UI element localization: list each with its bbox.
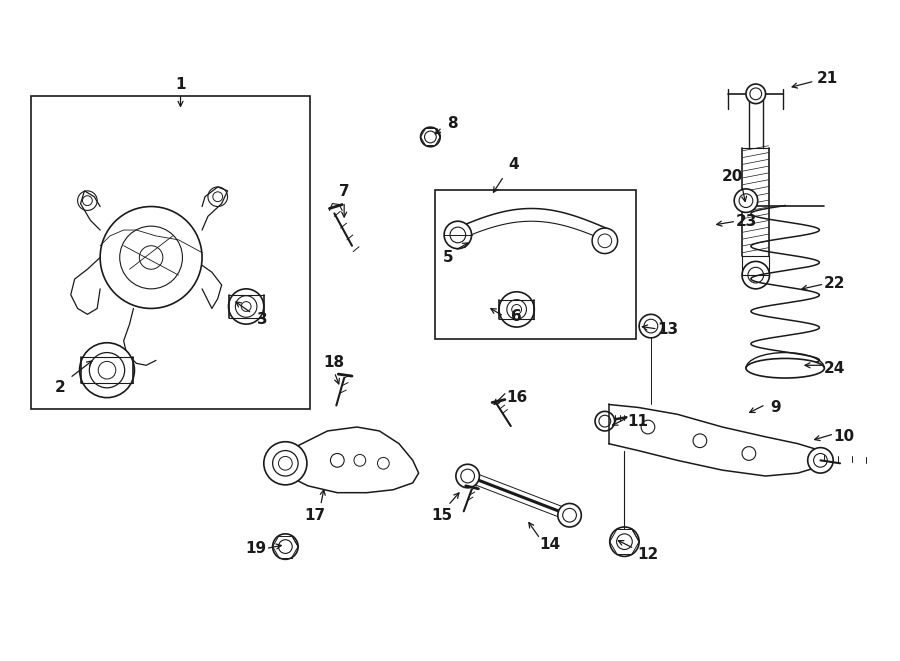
Bar [31, 96, 310, 409]
Text: 15: 15 [432, 508, 453, 523]
Circle shape [444, 221, 472, 249]
Circle shape [746, 84, 766, 104]
Text: 20: 20 [722, 169, 742, 184]
Text: 1: 1 [176, 77, 185, 91]
Circle shape [592, 228, 617, 254]
Text: 8: 8 [446, 116, 457, 131]
Circle shape [229, 289, 264, 324]
Text: 2: 2 [55, 380, 66, 395]
Text: 23: 23 [735, 214, 757, 229]
Text: 10: 10 [833, 430, 854, 444]
Text: 18: 18 [324, 355, 345, 370]
Circle shape [558, 504, 581, 527]
Text: 5: 5 [443, 250, 454, 265]
Circle shape [734, 189, 758, 212]
Ellipse shape [746, 358, 824, 378]
Text: 17: 17 [304, 508, 325, 523]
Text: 16: 16 [506, 390, 527, 405]
Text: 14: 14 [539, 537, 561, 552]
Text: 4: 4 [508, 157, 519, 172]
Circle shape [807, 447, 833, 473]
Text: 6: 6 [511, 309, 522, 324]
Text: 11: 11 [627, 414, 649, 428]
Circle shape [420, 127, 440, 147]
Circle shape [273, 534, 298, 559]
Circle shape [456, 464, 480, 488]
Circle shape [595, 411, 615, 431]
Text: 24: 24 [824, 361, 845, 375]
Text: 22: 22 [824, 276, 845, 292]
Circle shape [639, 315, 662, 338]
Circle shape [264, 442, 307, 485]
Circle shape [79, 343, 134, 398]
Text: 13: 13 [657, 321, 678, 336]
Text: 19: 19 [246, 541, 266, 556]
Circle shape [609, 527, 639, 557]
Text: 9: 9 [770, 400, 780, 415]
Text: 12: 12 [637, 547, 659, 562]
Text: 21: 21 [816, 71, 838, 86]
Bar [436, 190, 636, 339]
Text: 7: 7 [338, 184, 349, 200]
Circle shape [742, 261, 769, 289]
Text: 3: 3 [256, 312, 267, 327]
Circle shape [499, 292, 535, 327]
